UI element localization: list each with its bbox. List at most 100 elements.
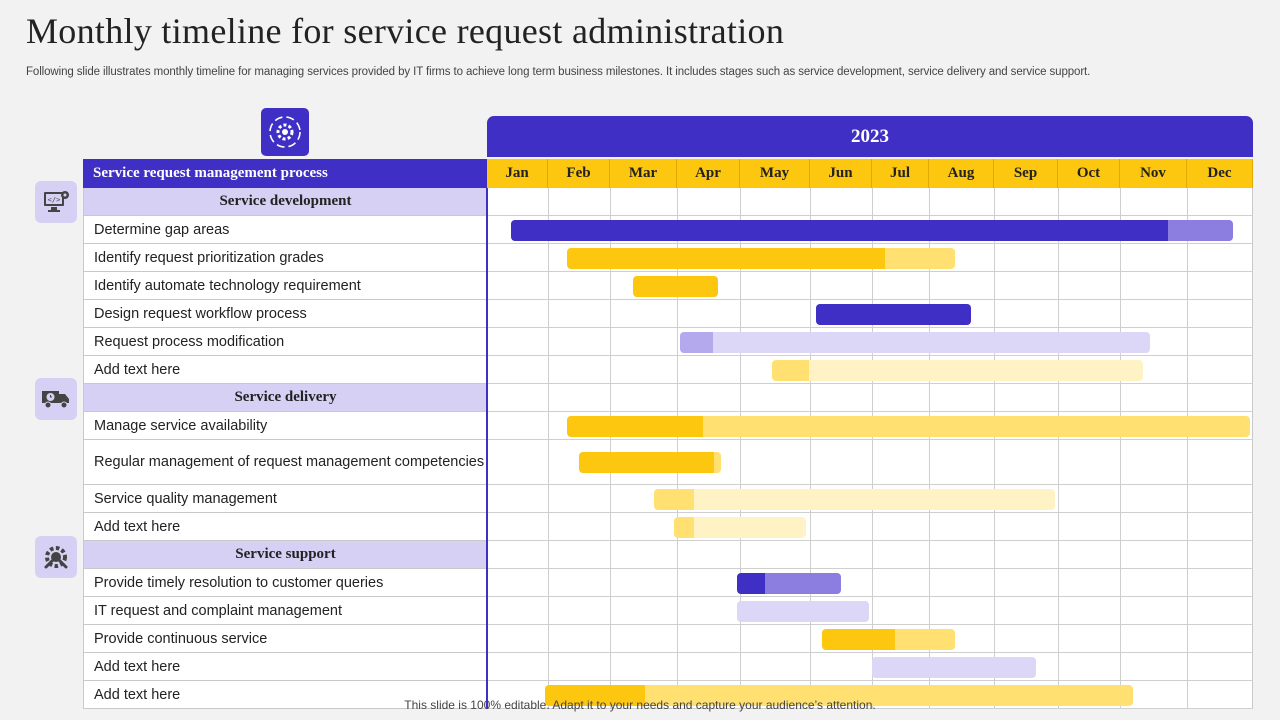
bar-progress [633, 275, 718, 297]
month-header-dec: Dec [1187, 159, 1253, 188]
row-gridline [487, 215, 1253, 216]
year-header: 2023 [487, 116, 1253, 157]
bar-progress [579, 452, 714, 473]
month-header-sep: Sep [994, 159, 1058, 188]
gear-cycle-icon [261, 108, 309, 156]
bar-progress [771, 359, 809, 381]
code-monitor-icon: </> [35, 181, 77, 223]
bar-remaining [713, 331, 1151, 353]
bar-remaining [872, 656, 1036, 678]
row-gridline [487, 243, 1253, 244]
row-gridline [487, 439, 1253, 440]
month-gridline [1058, 188, 1059, 709]
month-gridline [810, 188, 811, 709]
section-header: Service support [83, 541, 487, 569]
month-header-may: May [740, 159, 810, 188]
bar-remaining [895, 628, 955, 650]
task-label: Determine gap areas [83, 216, 487, 244]
month-header-apr: Apr [677, 159, 740, 188]
gantt-bar[interactable] [771, 359, 1144, 381]
page-title: Monthly timeline for service request adm… [26, 11, 785, 51]
row-gridline [487, 512, 1253, 513]
bar-remaining [808, 359, 1144, 381]
row-gridline [487, 540, 1253, 541]
gantt-bar[interactable] [653, 488, 1055, 510]
task-label: Identify request prioritization grades [83, 244, 487, 272]
gantt-bar[interactable] [680, 331, 1151, 353]
row-gridline [487, 411, 1253, 412]
gantt-bar[interactable] [566, 247, 955, 269]
bar-remaining [644, 684, 1134, 706]
task-label: Add text here [83, 653, 487, 681]
month-gridline [929, 188, 930, 709]
gantt-bar[interactable] [544, 684, 1134, 706]
month-gridline [872, 188, 873, 709]
task-label: Service quality management [83, 485, 487, 513]
gantt-bar[interactable] [579, 452, 722, 473]
gantt-bar[interactable] [566, 415, 1250, 437]
month-header-aug: Aug [929, 159, 994, 188]
row-gridline [487, 327, 1253, 328]
bar-progress [566, 247, 886, 269]
row-gridline [487, 484, 1253, 485]
month-gridline [994, 188, 995, 709]
bar-progress [736, 572, 765, 594]
page-subtitle: Following slide illustrates monthly time… [26, 66, 1091, 78]
task-label: Add text here [83, 356, 487, 384]
task-label: Design request workflow process [83, 300, 487, 328]
row-gridline [487, 652, 1253, 653]
row-gridline [487, 596, 1253, 597]
row-gridline [487, 680, 1253, 681]
gantt-bar[interactable] [736, 600, 869, 622]
bar-remaining [713, 452, 722, 473]
month-header-jan: Jan [487, 159, 548, 188]
task-label: Add text here [83, 681, 487, 709]
row-gridline [487, 708, 1253, 709]
month-gridline [1187, 188, 1188, 709]
month-header-oct: Oct [1058, 159, 1120, 188]
month-gridline [610, 188, 611, 709]
svg-text:</>: </> [48, 196, 61, 204]
row-gridline [487, 271, 1253, 272]
gantt-bar[interactable] [816, 303, 972, 325]
gantt-bar[interactable] [511, 219, 1234, 241]
task-label: Regular management of request management… [83, 440, 487, 485]
section-header: Service development [83, 188, 487, 216]
month-header-jul: Jul [872, 159, 929, 188]
month-gridline [548, 188, 549, 709]
row-gridline [487, 383, 1253, 384]
row-gridline [487, 624, 1253, 625]
bar-remaining [736, 600, 869, 622]
support-tools-icon [35, 536, 77, 578]
task-label: Add text here [83, 513, 487, 541]
bar-remaining [885, 247, 955, 269]
gantt-bar[interactable] [673, 516, 807, 538]
row-gridline [487, 568, 1253, 569]
task-label: Provide continuous service [83, 625, 487, 653]
bar-remaining [1168, 219, 1234, 241]
task-label: Request process modification [83, 328, 487, 356]
process-header: Service request management process [83, 159, 487, 188]
gantt-bar[interactable] [822, 628, 955, 650]
bar-progress [673, 516, 694, 538]
bar-remaining [693, 488, 1055, 510]
gantt-bar[interactable] [872, 656, 1036, 678]
month-header-jun: Jun [810, 159, 872, 188]
bar-progress [680, 331, 714, 353]
bar-remaining [703, 415, 1250, 437]
bar-progress [544, 684, 645, 706]
gantt-bar[interactable] [736, 572, 841, 594]
delivery-truck-icon [35, 378, 77, 420]
gantt-bar[interactable] [633, 275, 718, 297]
month-gridline [1120, 188, 1121, 709]
footer-note: This slide is 100% editable. Adapt it to… [404, 698, 876, 712]
month-header-mar: Mar [610, 159, 677, 188]
task-label: Provide timely resolution to customer qu… [83, 569, 487, 597]
task-label: IT request and complaint management [83, 597, 487, 625]
bar-progress [566, 415, 704, 437]
column-divider [486, 188, 488, 709]
bar-remaining [693, 516, 807, 538]
bar-progress [816, 303, 972, 325]
gantt-area [487, 188, 1253, 709]
month-header-feb: Feb [548, 159, 610, 188]
